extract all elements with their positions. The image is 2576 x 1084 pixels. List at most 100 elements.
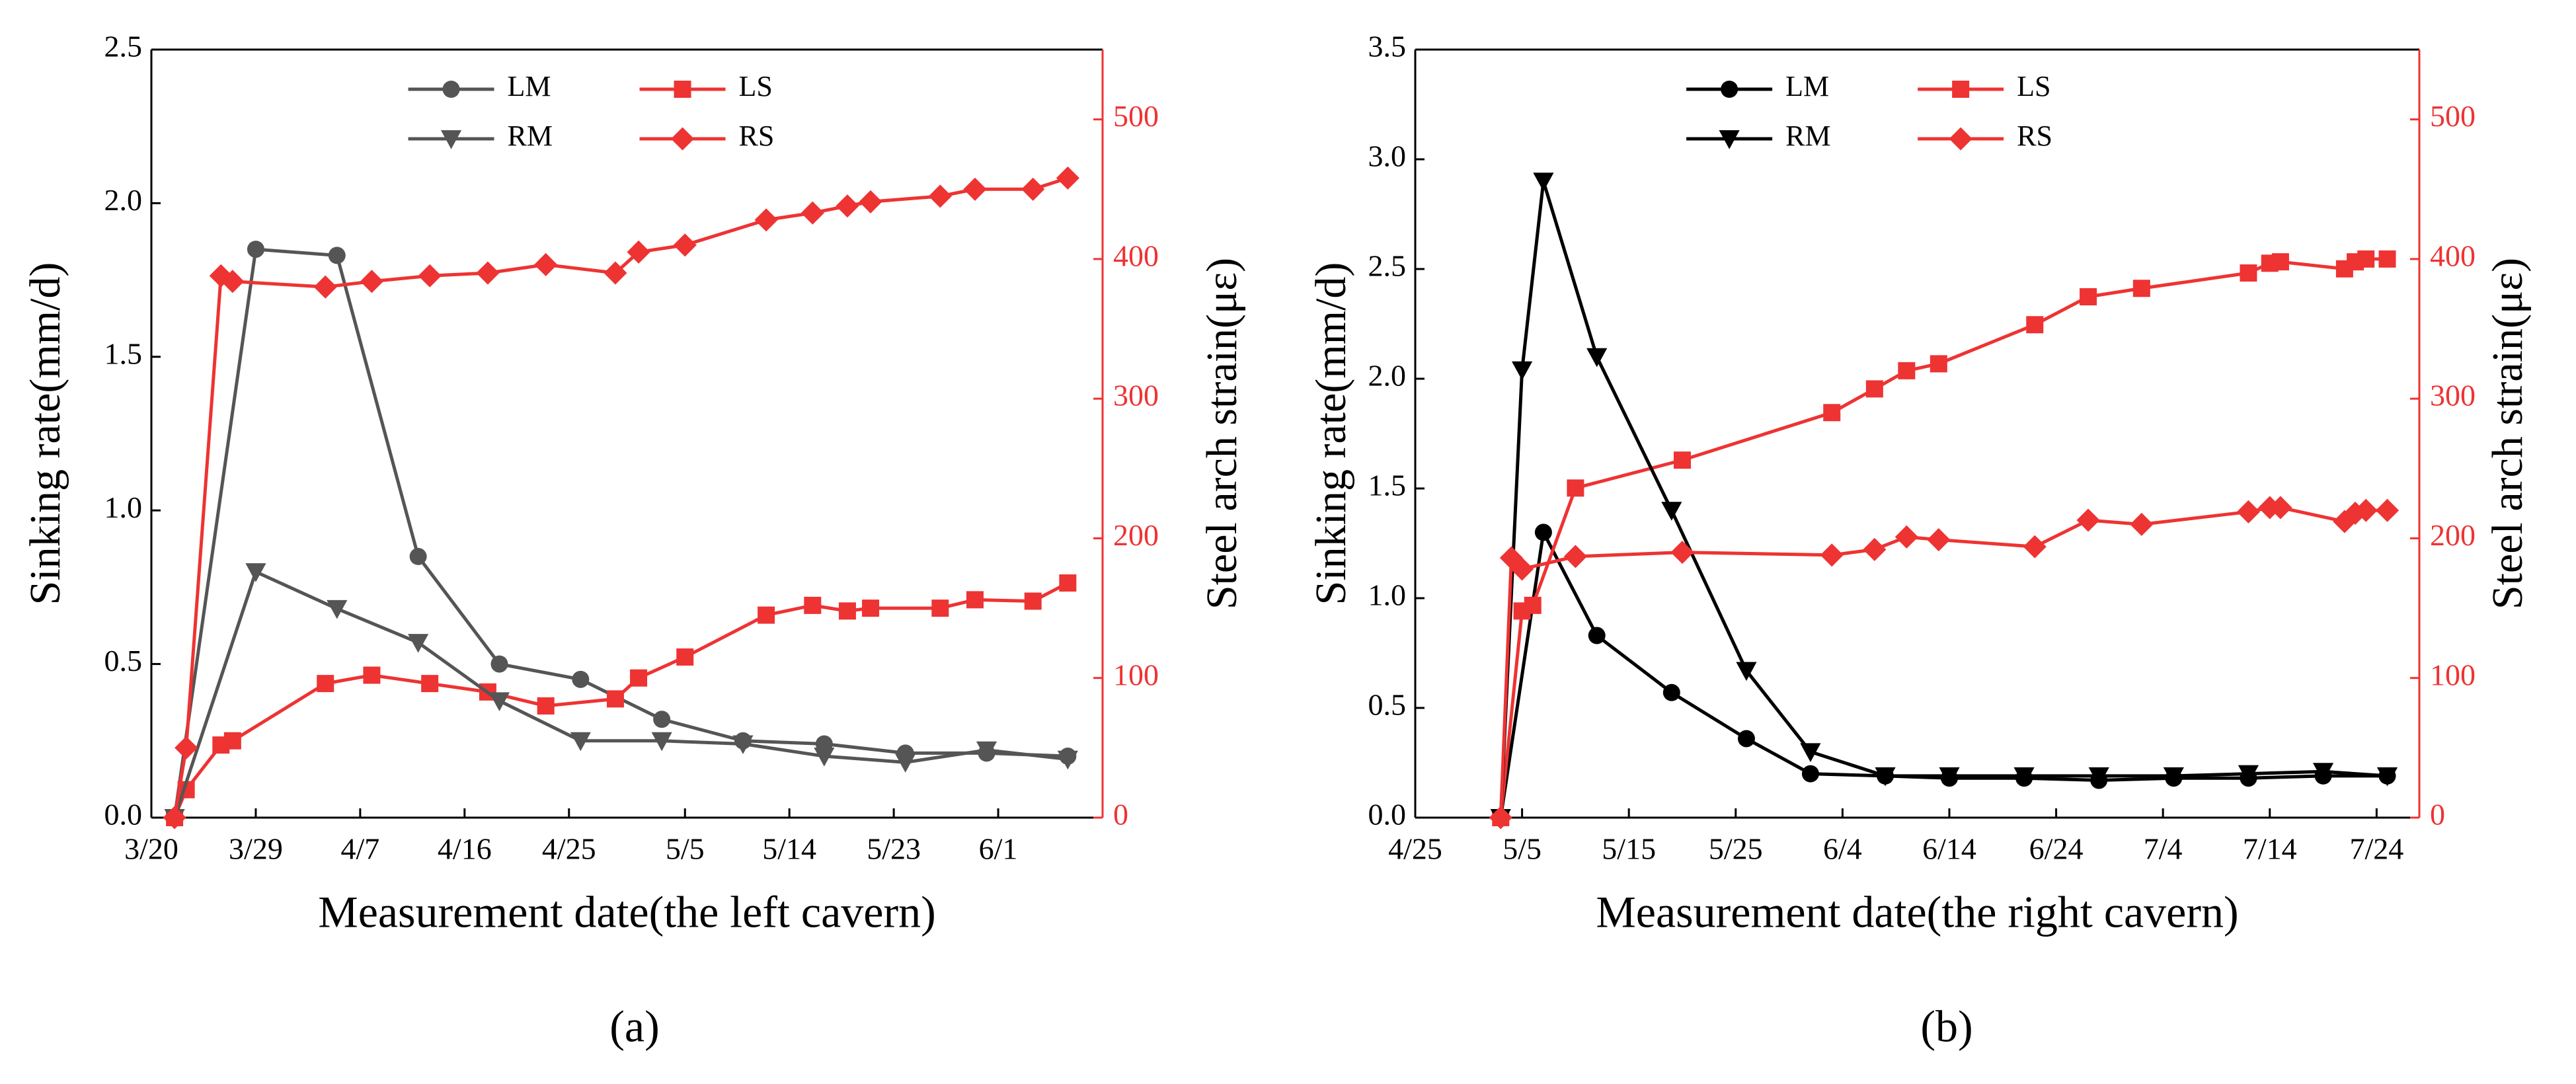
marker — [627, 240, 650, 264]
series-line — [173, 581, 1069, 818]
marker — [814, 748, 835, 767]
marker — [1927, 528, 1951, 552]
x-tick-label: 7/24 — [2349, 832, 2403, 866]
x-tick-label: 5/25 — [1709, 832, 1763, 866]
series-line — [173, 569, 1068, 818]
x-tick-label: 3/20 — [124, 832, 178, 866]
series-line — [173, 176, 1069, 818]
marker — [2088, 767, 2109, 787]
marker — [2269, 496, 2292, 520]
marker — [2236, 500, 2260, 523]
marker — [1952, 81, 1970, 98]
marker — [1661, 502, 1682, 521]
y-tick-label: 0.0 — [104, 798, 143, 832]
marker — [440, 130, 462, 149]
marker — [674, 81, 691, 98]
y2-axis-title: Steel arch strain(με) — [2483, 258, 2532, 609]
marker — [673, 233, 697, 257]
marker — [1489, 806, 1512, 830]
marker — [2375, 498, 2400, 522]
x-tick-label: 7/14 — [2243, 832, 2297, 866]
y2-tick-label: 400 — [2430, 239, 2476, 272]
marker — [421, 675, 439, 693]
marker — [800, 201, 824, 225]
marker — [1524, 596, 1542, 614]
marker — [2333, 510, 2357, 533]
y-tick-label: 2.0 — [1368, 359, 1407, 393]
marker — [931, 600, 949, 617]
marker — [363, 666, 381, 684]
marker — [1563, 545, 1587, 568]
marker — [966, 591, 984, 609]
marker — [327, 600, 348, 619]
marker — [1499, 546, 1523, 570]
y2-axis-title: Steel arch strain(με) — [1198, 258, 1246, 609]
marker — [670, 127, 695, 151]
marker — [758, 606, 775, 624]
y2-tick-label: 400 — [1113, 239, 1159, 272]
x-tick-label: 5/15 — [1602, 832, 1656, 866]
marker — [2240, 264, 2257, 282]
y-tick-label: 1.5 — [1368, 469, 1407, 502]
marker — [409, 547, 427, 565]
marker — [175, 736, 198, 759]
marker — [476, 261, 500, 285]
marker — [604, 261, 627, 285]
marker — [221, 270, 245, 293]
marker — [209, 264, 233, 288]
marker — [1533, 173, 1554, 192]
marker — [606, 690, 624, 708]
marker — [630, 669, 648, 687]
marker — [1567, 479, 1584, 497]
marker — [2076, 508, 2100, 532]
y2-tick-label: 100 — [2430, 658, 2476, 691]
series-line — [173, 247, 1068, 818]
x-tick-label: 4/7 — [340, 832, 379, 866]
marker — [408, 634, 429, 653]
x-axis-title: Measurement date(the right cavern) — [1596, 887, 2238, 937]
marker — [838, 602, 856, 620]
marker — [1898, 362, 1916, 379]
x-tick-label: 6/24 — [2029, 832, 2084, 866]
x-tick-label: 5/5 — [1503, 832, 1542, 866]
marker — [1801, 765, 1819, 783]
y-axis-title: Sinking rate(mm/d) — [21, 262, 69, 605]
marker — [2130, 512, 2154, 536]
marker — [2376, 767, 2398, 787]
y-tick-label: 2.5 — [1368, 249, 1407, 283]
x-tick-label: 4/25 — [542, 832, 596, 866]
x-tick-label: 3/29 — [229, 832, 283, 866]
y2-tick-label: 300 — [2430, 379, 2476, 412]
marker — [1534, 523, 1552, 541]
legend-label: RM — [508, 120, 553, 152]
marker — [1662, 683, 1680, 701]
x-tick-label: 7/4 — [2144, 832, 2183, 866]
marker — [928, 184, 952, 208]
x-tick-label: 5/5 — [666, 832, 705, 866]
marker — [1024, 592, 1042, 610]
y2-tick-label: 0 — [1113, 798, 1128, 832]
marker — [859, 190, 882, 213]
marker — [651, 732, 672, 752]
x-tick-label: 6/14 — [1922, 832, 1976, 866]
marker — [488, 692, 510, 711]
y2-tick-label: 500 — [1113, 99, 1159, 133]
marker — [1021, 177, 1045, 201]
y2-tick-label: 500 — [2430, 99, 2476, 133]
y2-tick-label: 200 — [1113, 518, 1159, 552]
marker — [1057, 750, 1078, 770]
x-tick-label: 4/25 — [1388, 832, 1442, 866]
y-tick-label: 0.5 — [1368, 688, 1407, 722]
marker — [732, 735, 754, 755]
y2-tick-label: 300 — [1113, 379, 1159, 412]
legend-label: LS — [2017, 70, 2050, 102]
marker — [534, 252, 558, 276]
marker — [247, 241, 264, 258]
marker — [2312, 763, 2334, 782]
marker — [245, 563, 266, 582]
y2-tick-label: 100 — [1113, 658, 1159, 691]
panel-label: (a) — [609, 1001, 659, 1052]
y-tick-label: 0.5 — [104, 644, 143, 678]
